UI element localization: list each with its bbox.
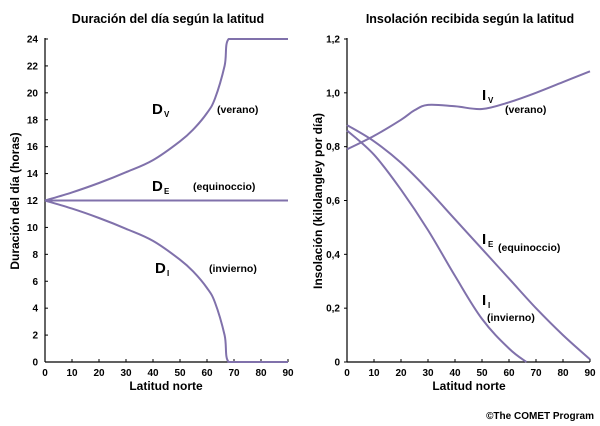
y-tick-label: 0,6 [326,196,340,207]
x-tick-label: 40 [449,368,461,379]
series-line-winter [44,199,288,363]
curve-label-subscript: E [488,240,494,249]
x-tick-label: 90 [282,368,294,379]
curve-label-subscript: V [164,110,170,119]
curve-label-equinox: I E (equinoccio) [482,231,560,254]
curve-label-note: (verano) [217,104,258,116]
x-tick-label: 70 [530,368,542,379]
x-tick-label: 40 [147,368,159,379]
curve-label-note: (invierno) [487,312,535,324]
y-axis-title: Duración del día (horas) [8,132,22,269]
x-tick-label: 20 [93,368,105,379]
y-tick-label: 10 [27,223,39,234]
x-tick-label: 0 [42,368,48,379]
y-tick-label: 0,2 [326,304,340,315]
curve-label-note: (verano) [505,104,546,116]
x-tick-label: 0 [344,368,350,379]
y-tick-label: 2 [32,331,38,342]
series-line-winter [346,129,528,363]
y-tick-label: 1,2 [326,35,340,46]
y-tick-label: 22 [27,61,39,72]
series-line-equinox [346,124,591,361]
x-tick-label: 90 [584,368,596,379]
curve-label-symbol: I [482,292,486,309]
curve-label-subscript: I [167,269,169,278]
x-tick-label: 30 [422,368,434,379]
curve-label-winter: D I (invierno) [155,260,257,278]
curve-label-note: (equinoccio) [193,181,255,193]
x-tick-label: 80 [255,368,267,379]
curve-label-winter: I I(invierno) [482,292,535,324]
y-tick-label: 16 [27,142,39,153]
y-axis-title: Insolación (kilolangley por día) [311,113,325,289]
curve-label-subscript: V [488,96,494,105]
y-tick-label: 14 [27,169,39,180]
y-tick-label: 18 [27,115,39,126]
y-tick-label: 0,8 [326,142,340,153]
y-tick-label: 1,0 [326,88,340,99]
chart-title: Insolación recibida según la latitud [366,12,574,26]
curve-label-symbol: D [152,178,163,195]
x-tick-label: 60 [503,368,515,379]
curve-label-symbol: D [155,260,166,277]
chart-title: Duración del día según la latitud [72,12,264,26]
curve-label-note: (invierno) [209,263,257,275]
x-tick-label: 60 [201,368,213,379]
curve-label-equinox: D E (equinoccio) [152,178,255,196]
x-tick-label: 50 [476,368,488,379]
y-tick-label: 4 [32,304,38,315]
x-tick-label: 30 [120,368,132,379]
x-tick-label: 20 [395,368,407,379]
curve-label-symbol: I [482,87,486,104]
day-length-chart: Duración del día según la latitud Latitu… [8,12,294,393]
y-tick-label: 12 [27,196,39,207]
series-line-summer [346,70,591,151]
curve-label-summer: I V (verano) [482,87,546,116]
series-line-summer [44,38,288,202]
curve-label-subscript: E [164,187,170,196]
insolation-chart: Insolación recibida según la latitud Lat… [311,12,596,393]
curve-label-symbol: D [152,101,163,118]
y-tick-label: 0 [32,358,38,369]
curve-label-symbol: I [482,231,486,248]
y-tick-label: 8 [32,250,38,261]
curve-label-subscript: I [488,301,490,310]
curve-label-summer: D V (verano) [152,101,258,119]
curve-label-note: (equinoccio) [498,242,560,254]
y-tick-label: 24 [27,35,39,46]
copyright-credit: ©The COMET Program [486,411,594,422]
x-axis-title: Latitud norte [129,379,203,393]
y-tick-label: 20 [27,88,39,99]
y-tick-label: 0 [334,358,340,369]
x-tick-label: 50 [174,368,186,379]
y-tick-label: 6 [32,277,38,288]
x-axis-title: Latitud norte [432,379,506,393]
y-tick-label: 0,4 [326,250,340,261]
x-tick-label: 70 [228,368,240,379]
x-tick-label: 10 [66,368,78,379]
x-tick-label: 10 [368,368,380,379]
x-tick-label: 80 [557,368,569,379]
